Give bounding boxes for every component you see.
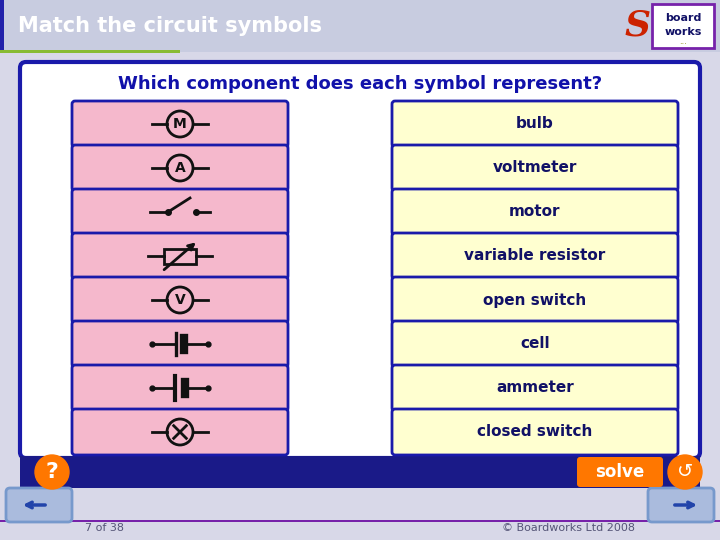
FancyBboxPatch shape [72, 277, 288, 323]
FancyBboxPatch shape [392, 189, 678, 235]
FancyBboxPatch shape [392, 233, 678, 279]
Circle shape [35, 455, 69, 489]
Text: bulb: bulb [516, 117, 554, 132]
Text: ↺: ↺ [677, 462, 693, 482]
FancyBboxPatch shape [577, 457, 663, 487]
Text: ?: ? [45, 462, 58, 482]
Text: 7 of 38: 7 of 38 [85, 523, 124, 533]
FancyBboxPatch shape [72, 101, 288, 147]
Text: closed switch: closed switch [477, 424, 593, 440]
Text: variable resistor: variable resistor [464, 248, 606, 264]
Circle shape [668, 455, 702, 489]
FancyBboxPatch shape [72, 189, 288, 235]
Text: © Boardworks Ltd 2008: © Boardworks Ltd 2008 [502, 523, 635, 533]
Text: solve: solve [595, 463, 644, 481]
Bar [652, 4, 714, 48]
Bar [20, 456, 700, 488]
FancyBboxPatch shape [72, 409, 288, 455]
FancyBboxPatch shape [20, 62, 700, 458]
Bar [0, 50, 180, 53]
Bar [0, 490, 720, 520]
Text: cell: cell [520, 336, 550, 352]
FancyBboxPatch shape [392, 365, 678, 411]
Text: V: V [175, 293, 185, 307]
Text: motor: motor [509, 205, 561, 219]
Text: ...: ... [679, 37, 687, 46]
Bar [0, 520, 720, 522]
Text: M: M [173, 117, 187, 131]
FancyBboxPatch shape [72, 321, 288, 367]
FancyBboxPatch shape [392, 145, 678, 191]
Text: Match the circuit symbols: Match the circuit symbols [18, 16, 322, 36]
Text: works: works [665, 27, 702, 37]
FancyBboxPatch shape [392, 321, 678, 367]
Text: voltmeter: voltmeter [492, 160, 577, 176]
Text: S: S [625, 9, 651, 43]
FancyBboxPatch shape [72, 233, 288, 279]
FancyBboxPatch shape [6, 488, 72, 522]
FancyBboxPatch shape [392, 277, 678, 323]
FancyBboxPatch shape [72, 365, 288, 411]
FancyBboxPatch shape [648, 488, 714, 522]
Text: board: board [665, 13, 701, 23]
Bar [0, 0, 720, 52]
Bar [0, 0, 4, 52]
FancyBboxPatch shape [72, 145, 288, 191]
Text: Which component does each symbol represent?: Which component does each symbol represe… [118, 75, 602, 93]
Text: A: A [175, 161, 185, 175]
Text: open switch: open switch [483, 293, 587, 307]
Text: ammeter: ammeter [496, 381, 574, 395]
FancyBboxPatch shape [392, 101, 678, 147]
FancyBboxPatch shape [392, 409, 678, 455]
Bar [164, 248, 196, 264]
